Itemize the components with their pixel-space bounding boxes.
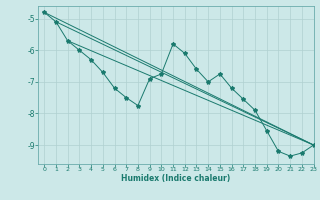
X-axis label: Humidex (Indice chaleur): Humidex (Indice chaleur)	[121, 174, 231, 183]
